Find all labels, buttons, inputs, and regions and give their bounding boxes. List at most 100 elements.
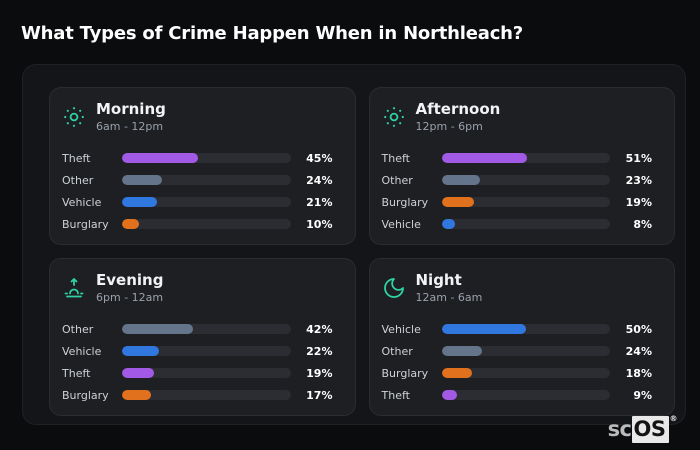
bar-row: Burglary 10%	[62, 213, 333, 235]
bar-value: 18%	[625, 366, 652, 380]
bar-value: 8%	[633, 217, 652, 231]
scos-logo: scOS ®	[607, 415, 677, 443]
bar-value: 9%	[633, 388, 652, 402]
bar-fill	[122, 153, 198, 164]
bar-label: Vehicle	[62, 195, 102, 209]
bar-row: Burglary 18%	[382, 362, 653, 384]
bar-fill	[122, 324, 193, 335]
panel-subtitle: 6am - 12pm	[96, 120, 164, 134]
bar-rows: Other 42% Vehicle 22% Theft 19% Burglary…	[62, 318, 333, 406]
panel-subtitle: 6pm - 12am	[96, 291, 164, 305]
bar-label: Burglary	[381, 195, 429, 209]
bar-row: Vehicle 21%	[62, 191, 333, 213]
panel-title: Afternoon	[415, 100, 501, 118]
panel-header-text: Afternoon 12pm - 6pm	[415, 100, 501, 134]
bar-track	[122, 153, 291, 164]
bar-fill	[122, 197, 158, 208]
bar-fill	[441, 175, 481, 186]
bar-track	[441, 368, 610, 379]
bar-row: Other 42%	[62, 318, 333, 340]
panel-subtitle: 12am - 6am	[415, 291, 483, 305]
bar-value: 45%	[306, 151, 333, 165]
bar-label: Theft	[381, 388, 410, 402]
bar-fill	[441, 324, 526, 335]
bar-track	[122, 390, 291, 401]
bar-fill	[122, 368, 154, 379]
bar-row: Theft 45%	[62, 147, 333, 169]
bar-fill	[441, 390, 457, 401]
bar-label: Other	[62, 322, 94, 336]
bar-fill	[122, 390, 151, 401]
bar-value: 23%	[625, 173, 652, 187]
bar-label: Theft	[62, 366, 91, 380]
bar-track	[441, 390, 610, 401]
panel-subtitle: 12pm - 6pm	[415, 120, 483, 134]
bar-value: 21%	[306, 195, 333, 209]
panel-header: Evening 6pm - 12am	[62, 270, 333, 304]
bar-label: Theft	[62, 151, 91, 165]
bar-value: 10%	[306, 217, 333, 231]
bar-value: 19%	[625, 195, 652, 209]
bar-row: Other 24%	[382, 340, 653, 362]
page-title: What Types of Crime Happen When in North…	[21, 23, 524, 44]
bar-row: Vehicle 8%	[382, 213, 653, 235]
bar-fill	[122, 346, 160, 357]
time-panel-morning: Morning 6am - 12pm Theft 45% Other 24% V…	[49, 87, 356, 245]
bar-label: Vehicle	[62, 344, 102, 358]
bar-row: Burglary 17%	[62, 384, 333, 406]
bar-track	[122, 368, 291, 379]
bar-label: Vehicle	[381, 322, 421, 336]
bar-track	[122, 175, 291, 186]
bar-rows: Theft 51% Other 23% Burglary 19% Vehicle…	[382, 147, 653, 235]
scos-logo-prefix: sc	[607, 417, 632, 441]
bar-fill	[122, 219, 139, 230]
bar-rows: Vehicle 50% Other 24% Burglary 18% Theft…	[382, 318, 653, 406]
bar-fill	[441, 219, 455, 230]
bar-track	[441, 197, 610, 208]
bar-row: Vehicle 22%	[62, 340, 333, 362]
bar-value: 24%	[306, 173, 333, 187]
bar-track	[122, 219, 291, 230]
bar-label: Other	[62, 173, 94, 187]
bar-label: Other	[381, 173, 413, 187]
bar-track	[441, 346, 610, 357]
bar-label: Theft	[381, 151, 410, 165]
bar-fill	[441, 368, 472, 379]
panel-header-text: Night 12am - 6am	[415, 271, 483, 305]
sun-icon	[62, 105, 86, 129]
bar-track	[122, 324, 291, 335]
panel-header: Afternoon 12pm - 6pm	[382, 99, 653, 133]
bar-value: 22%	[306, 344, 333, 358]
bar-value: 51%	[625, 151, 652, 165]
scos-logo-box: OS	[631, 416, 669, 443]
panel-header: Night 12am - 6am	[382, 270, 653, 304]
bar-track	[441, 219, 610, 230]
bar-value: 42%	[306, 322, 333, 336]
bar-value: 50%	[625, 322, 652, 336]
panel-title: Night	[415, 271, 462, 289]
bar-fill	[441, 153, 528, 164]
bar-value: 19%	[306, 366, 333, 380]
bar-value: 17%	[306, 388, 333, 402]
bar-track	[441, 153, 610, 164]
bar-label: Burglary	[381, 366, 429, 380]
panel-header-text: Evening 6pm - 12am	[96, 271, 164, 305]
bar-track	[441, 324, 610, 335]
sun-icon	[382, 105, 406, 129]
bar-fill	[122, 175, 163, 186]
moon-icon	[382, 276, 406, 300]
time-panel-evening: Evening 6pm - 12am Other 42% Vehicle 22%…	[49, 258, 356, 416]
bar-track	[122, 346, 291, 357]
bar-label: Burglary	[62, 217, 109, 231]
panel-header-text: Morning 6am - 12pm	[96, 100, 166, 134]
bar-label: Vehicle	[381, 217, 421, 231]
panel-title: Evening	[96, 271, 164, 289]
bar-row: Other 23%	[382, 169, 653, 191]
time-panel-afternoon: Afternoon 12pm - 6pm Theft 51% Other 23%…	[368, 87, 675, 245]
sunset-icon	[62, 276, 86, 300]
time-panel-night: Night 12am - 6am Vehicle 50% Other 24% B…	[368, 258, 675, 416]
registered-trademark-icon: ®	[669, 414, 678, 423]
bar-rows: Theft 45% Other 24% Vehicle 21% Burglary…	[62, 147, 333, 235]
bar-label: Burglary	[62, 388, 109, 402]
bar-value: 24%	[625, 344, 652, 358]
